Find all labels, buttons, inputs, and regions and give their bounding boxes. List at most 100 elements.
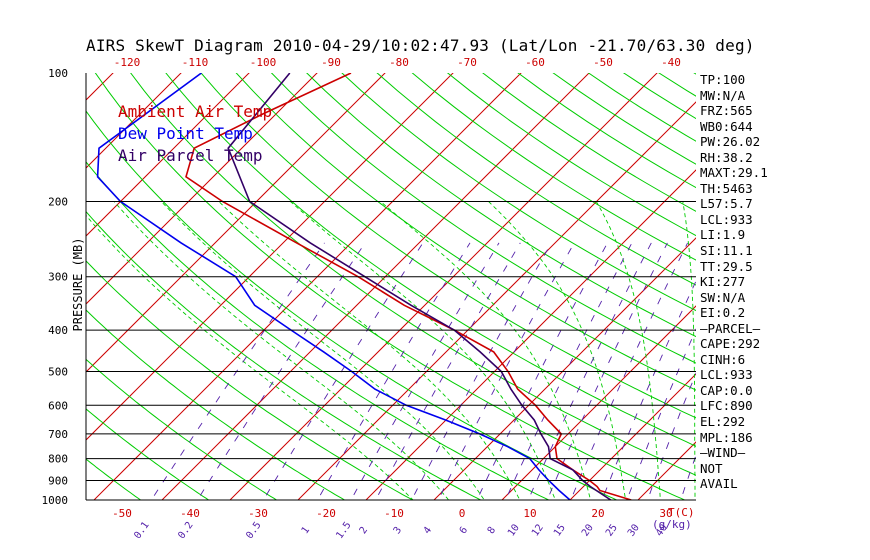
- mixing-ratio-tick-label: 4: [422, 525, 434, 536]
- parcel-temp-line: [227, 73, 612, 500]
- moist-adiabat-line: [113, 201, 450, 500]
- mixing-ratio-tick-label: 2: [358, 525, 370, 536]
- index-item: L57:5.7: [700, 196, 753, 212]
- index-item: EI:0.2: [700, 305, 746, 321]
- bottom-temp-tick-label: -30: [248, 507, 268, 520]
- legend-ambient-temp: Ambient Air Temp: [118, 102, 273, 121]
- isotherm-line: [569, 373, 696, 500]
- dry-adiabat-line: [165, 73, 696, 447]
- mixing-ratio-tick-label: 3: [392, 525, 404, 536]
- mixing-ratio-tick-label: 20: [580, 522, 596, 538]
- mixing-ratio-tick-label: 30: [626, 522, 642, 538]
- index-item: AVAIL: [700, 476, 738, 492]
- dry-adiabat-line: [0, 54, 18, 511]
- mixing-ratio-tick-label: 1: [300, 525, 312, 536]
- mixing-ratio-tick-label: 6: [458, 525, 470, 536]
- dry-adiabat-line: [235, 73, 696, 391]
- dry-adiabat-line: [376, 73, 696, 286]
- bottom-temp-tick-label: 30: [659, 507, 672, 520]
- index-item: LI:1.9: [700, 227, 746, 243]
- isotherm-line: [93, 73, 522, 500]
- index-item: SW:N/A: [700, 289, 746, 305]
- isotherm-line: [86, 73, 250, 237]
- mixing-ratio-line: [527, 242, 652, 500]
- mixing-ratio-tick-label: 15: [552, 522, 568, 538]
- mixing-ratio-line: [411, 242, 552, 500]
- pressure-tick-label: 800: [48, 453, 68, 466]
- bottom-temp-tick-label: 20: [591, 507, 604, 520]
- mixing-ratio-tick-label: 8: [486, 525, 498, 536]
- mixing-ratio-tick-label: 1.5: [334, 520, 353, 541]
- index-item: SI:11.1: [700, 243, 753, 259]
- isotherm-line: [433, 237, 696, 500]
- isotherm-line: [297, 101, 696, 500]
- top-temp-tick-label: -40: [661, 56, 681, 69]
- isotherm-line: [86, 73, 386, 373]
- pressure-tick-label: 100: [48, 67, 68, 80]
- dewpoint-line: [96, 73, 571, 500]
- isotherm-line: [501, 305, 696, 500]
- index-item: —WIND—: [700, 445, 746, 461]
- dry-adiabat-line: [94, 73, 686, 500]
- ambient-temp-line: [185, 73, 632, 500]
- mixing-ratio-line: [504, 242, 633, 500]
- index-item: TP:100: [700, 72, 746, 87]
- mixing-ratio-line: [546, 242, 668, 500]
- index-item: PW:26.02: [700, 134, 761, 150]
- top-temp-tick-label: -50: [593, 56, 613, 69]
- mixing-ratio-line: [476, 242, 608, 500]
- temp-unit-label: T(C): [668, 506, 695, 519]
- index-item: KI:277: [700, 274, 746, 290]
- moist-adiabat-line: [488, 201, 627, 500]
- legend-parcel-temp: Air Parcel Temp: [118, 146, 263, 165]
- dry-adiabat-line: [341, 73, 696, 312]
- isotherm-line: [161, 73, 590, 500]
- mixing-ratio-tick-label: 0.1: [132, 520, 151, 541]
- mixing-ratio-line: [601, 280, 696, 500]
- top-temp-tick-label: -60: [525, 56, 545, 69]
- dry-adiabat-line: [270, 73, 696, 364]
- mixing-ratio-tick-label: 12: [530, 522, 546, 538]
- mixing-ratio-line: [317, 242, 471, 500]
- index-item: WB0:644: [700, 118, 753, 134]
- pressure-tick-label: 300: [48, 271, 68, 284]
- top-temp-tick-label: -80: [389, 56, 409, 69]
- index-item: CAP:0.0: [700, 382, 753, 398]
- moist-adiabat-line: [218, 201, 521, 500]
- mixing-ratio-tick-label: 25: [604, 522, 620, 538]
- mixing-ratio-line: [437, 242, 575, 500]
- y-axis-label: PRESSURE (MB): [71, 238, 85, 332]
- bottom-temp-tick-label: 10: [523, 507, 536, 520]
- mixing-ratio-line: [570, 242, 689, 500]
- mixing-ratio-line: [375, 242, 521, 500]
- chart-title: AIRS SkewT Diagram 2010-04-29/10:02:47.9…: [86, 36, 755, 55]
- indices-panel: TP:100 MW:N/A FRZ:565 WB0:644 PW:26.02 RH:38.…: [700, 72, 870, 492]
- top-temp-tick-label: -110: [182, 56, 209, 69]
- moist-adiabat-line: [595, 201, 661, 500]
- index-item: FRZ:565: [700, 103, 753, 119]
- index-item: LCL:933: [700, 211, 753, 227]
- top-temp-tick-label: -100: [250, 56, 277, 69]
- isotherm-line: [229, 73, 658, 500]
- pressure-tick-label: 400: [48, 324, 68, 337]
- mixing-ratio-unit-label: (g/kg): [652, 518, 692, 531]
- moist-adiabat-line: [380, 201, 591, 500]
- index-item: TH:5463: [700, 180, 753, 196]
- pressure-tick-label: 1000: [42, 494, 69, 507]
- dry-adiabat-line: [86, 161, 550, 500]
- moist-adiabat-line: [86, 214, 414, 500]
- pressure-tick-label: 600: [48, 399, 68, 412]
- isotherm-line: [86, 73, 454, 441]
- mixing-ratio-tick-label: 0.5: [244, 520, 263, 541]
- index-item: MAXT:29.1: [700, 165, 768, 181]
- pressure-tick-label: 700: [48, 428, 68, 441]
- index-item: RH:38.2: [700, 149, 753, 165]
- mixing-ratio-line: [350, 242, 500, 500]
- index-item: —PARCEL—: [700, 320, 761, 336]
- moist-adiabat-line: [160, 201, 485, 500]
- index-item: CAPE:292: [700, 336, 761, 352]
- index-item: MW:N/A: [700, 87, 746, 103]
- pressure-tick-label: 500: [48, 365, 68, 378]
- dry-adiabat-line: [200, 73, 696, 419]
